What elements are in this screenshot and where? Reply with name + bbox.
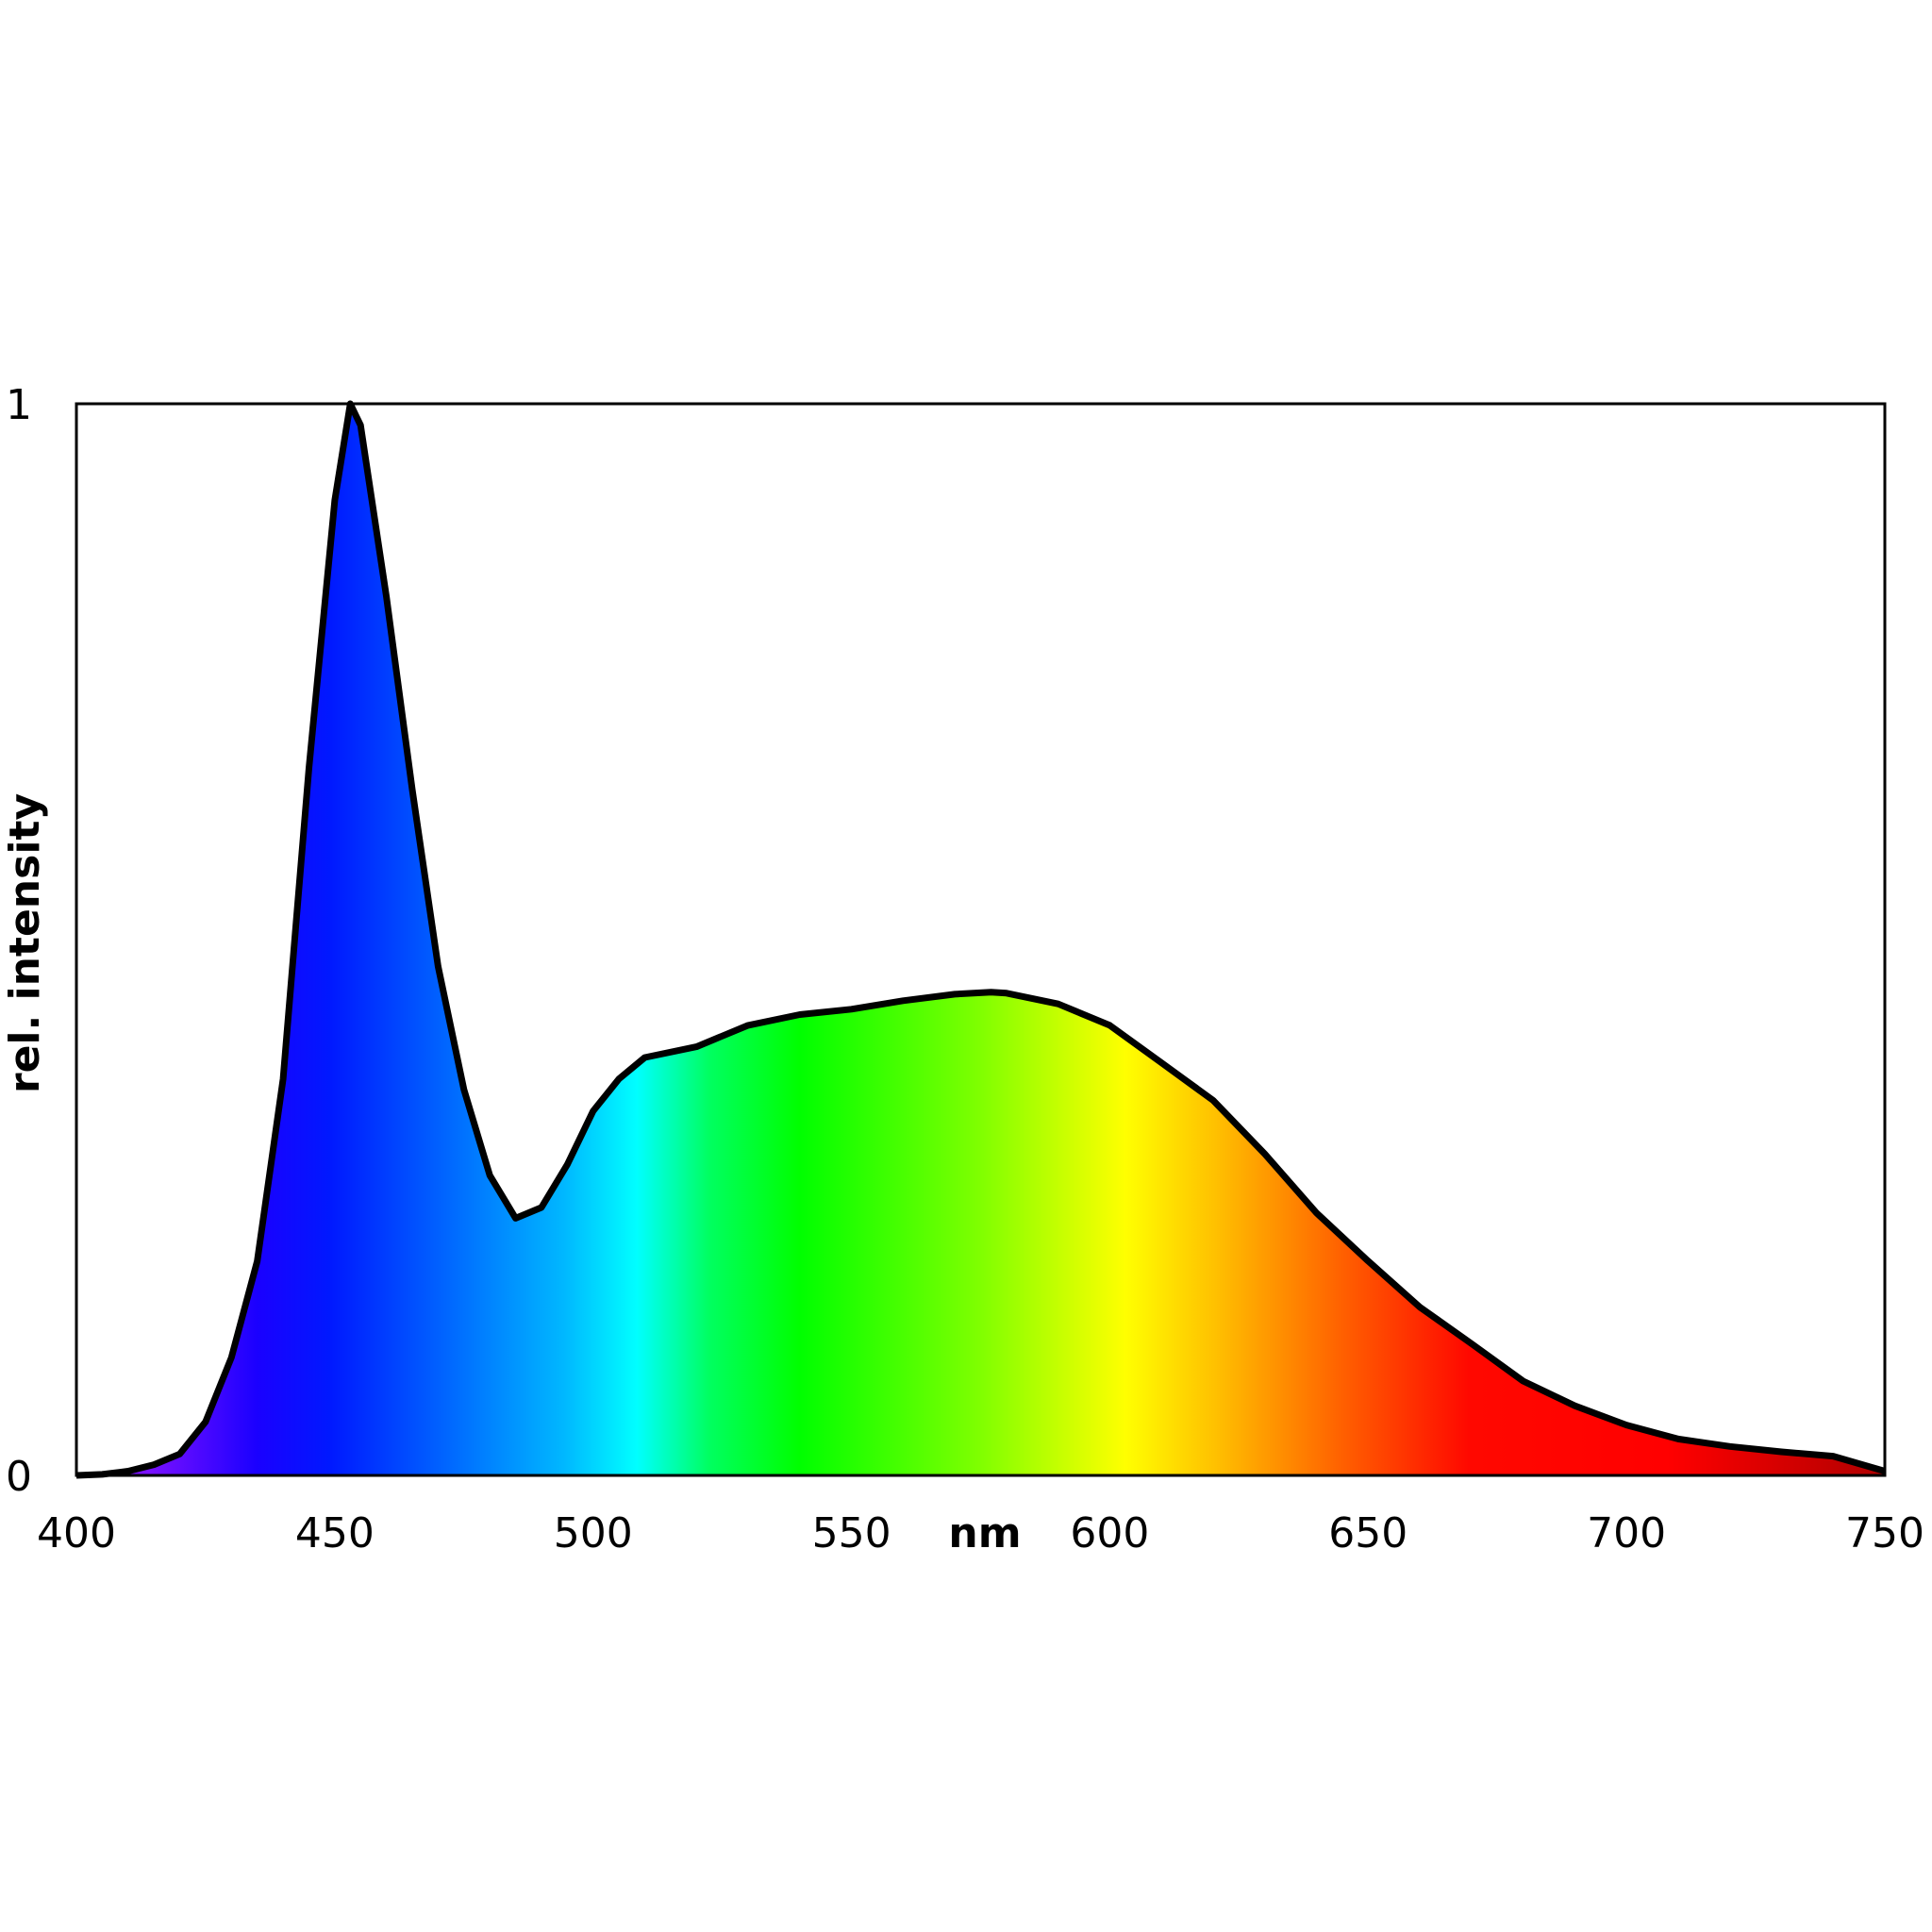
- y-axis-label: rel. intensity: [1, 793, 49, 1093]
- x-tick-label: 500: [554, 1509, 633, 1557]
- x-tick-label: 750: [1845, 1509, 1924, 1557]
- x-tick-label: 700: [1587, 1509, 1666, 1557]
- x-tick-label: 450: [295, 1509, 375, 1557]
- plot-frame: [75, 402, 1887, 1477]
- x-tick-label: 550: [812, 1509, 891, 1557]
- x-tick-label: 600: [1070, 1509, 1149, 1557]
- area-fill: [76, 404, 1885, 1475]
- x-axis-label: nm: [948, 1509, 1021, 1557]
- spectrum-line: [75, 400, 1886, 1479]
- y-tick-label: 0: [6, 1453, 32, 1501]
- x-tick-label: 400: [37, 1509, 116, 1557]
- y-tick-label: 1: [6, 381, 32, 429]
- x-tick-label: 650: [1328, 1509, 1407, 1557]
